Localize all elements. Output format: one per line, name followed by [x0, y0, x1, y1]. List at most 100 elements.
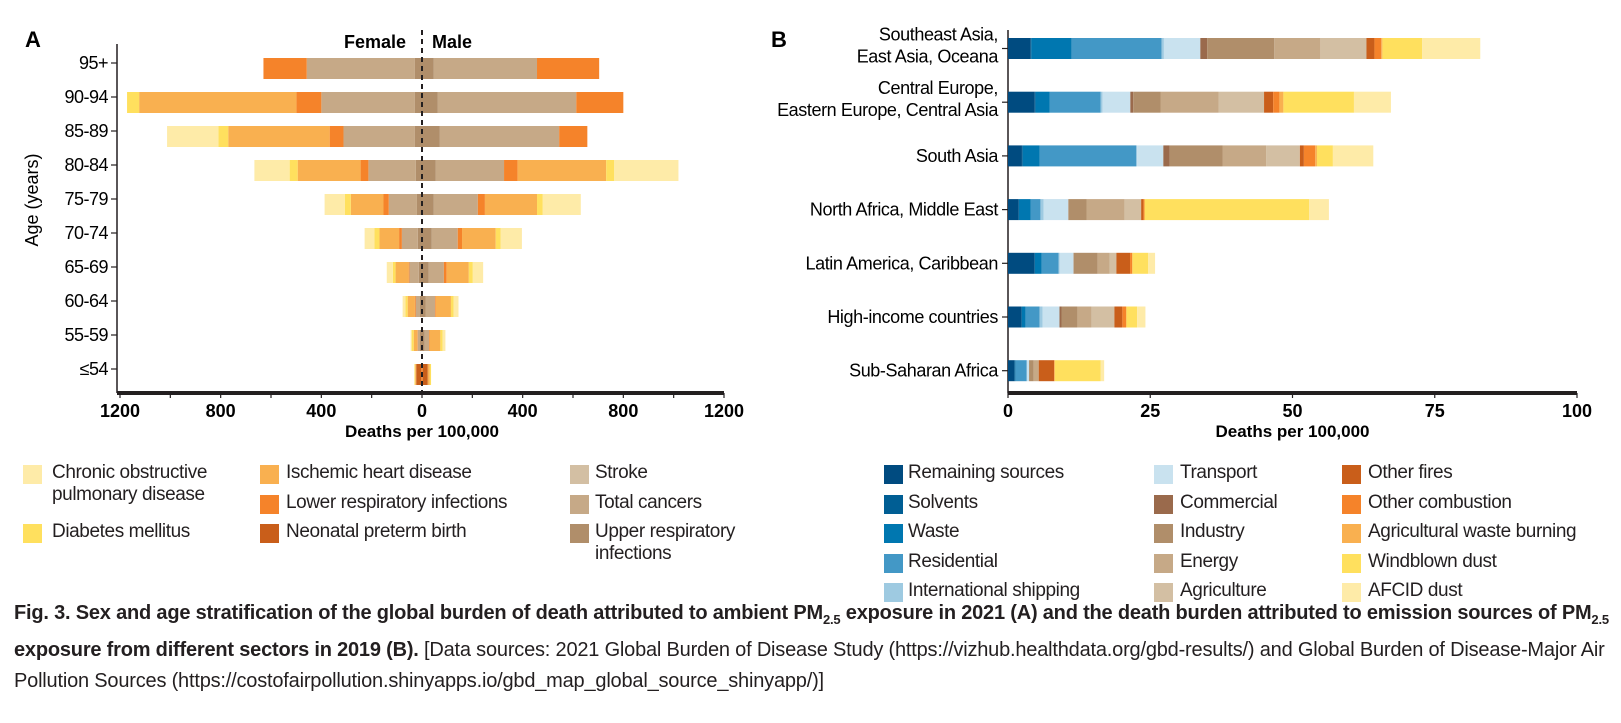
bar-segment-male: [439, 126, 560, 147]
bar-segment-agricultural-waste-burning: [1381, 38, 1383, 59]
bar-segment-female: [395, 262, 409, 283]
legend-swatch: [260, 524, 279, 543]
bar-segment-female: [329, 126, 344, 147]
legend-label: Windblown dust: [1368, 550, 1497, 572]
bar-segment-female: [410, 330, 412, 351]
bar-segment-female: [383, 194, 389, 215]
region-label: Eastern Europe, Central Asia: [777, 100, 999, 120]
bar-segment-female: [414, 58, 422, 79]
bar-segment-energy: [1077, 306, 1092, 328]
bar-segment-female: [297, 160, 361, 181]
legend-label: Solvents: [908, 491, 978, 513]
bar-segment-male: [472, 262, 484, 283]
caption-sub-1: 2.5: [822, 612, 841, 627]
legend-label: Transport: [1180, 462, 1258, 483]
legend-label: Stroke: [595, 462, 648, 483]
bar-segment-female: [379, 228, 400, 249]
y-tick-label-a: 75-79: [64, 189, 108, 209]
bar-segment-agriculture: [1266, 145, 1300, 167]
bar-segment-male: [429, 330, 441, 351]
legend-swatch: [260, 465, 279, 484]
bar-segment-male: [559, 126, 588, 147]
bar-segment-residential: [1071, 38, 1162, 59]
bar-segment-windblown-dust: [1144, 199, 1310, 221]
bar-segment-female: [263, 58, 307, 79]
bar-segment-transport: [1026, 360, 1030, 382]
bar-segment-female: [415, 364, 417, 385]
caption-bold-1: Fig. 3. Sex and age stratification of th…: [14, 602, 823, 624]
bar-segment-female: [416, 194, 422, 215]
legend-label: Other fires: [1368, 462, 1453, 483]
legend-label: Lower respiratory infections: [286, 491, 508, 513]
bar-segment-transport: [1043, 199, 1069, 221]
bar-segment-male: [435, 160, 505, 181]
legend-swatch: [884, 553, 903, 573]
bar-segment-industry: [1061, 306, 1078, 328]
legend-label: Commercial: [1180, 491, 1278, 513]
region-label: High-income countries: [827, 307, 998, 327]
bar-segment-male: [468, 262, 473, 283]
legend-label: Ischemic heart disease: [286, 462, 472, 483]
bar-segment-solvents: [1014, 360, 1016, 382]
bar-segment-windblown-dust: [1283, 91, 1354, 113]
bar-segment-international-shipping: [1100, 91, 1103, 113]
x-tick-label-a: 1200: [100, 401, 140, 421]
bar-segment-industry: [1068, 199, 1087, 221]
side-label-male: Male: [432, 32, 472, 52]
bar-segment-female: [254, 160, 290, 181]
bar-segment-remaining-sources: [1008, 306, 1022, 328]
bar-segment-male: [453, 296, 459, 317]
bar-segment-female: [419, 296, 422, 317]
bar-segment-male: [429, 330, 430, 351]
region-label: Central Europe,: [878, 78, 998, 98]
bar-segment-other-fires: [1366, 38, 1375, 59]
y-tick-label-a: ≤54: [80, 359, 109, 379]
bar-segment-male: [422, 194, 434, 215]
bar-segment-male: [428, 262, 444, 283]
bar-segment-other-combustion: [1303, 145, 1316, 167]
bar-segment-male: [504, 160, 518, 181]
legend-swatch: [1342, 524, 1361, 543]
bar-segment-male: [537, 194, 543, 215]
bar-segment-male: [477, 194, 485, 215]
bar-segment-female: [350, 194, 384, 215]
y-tick-label-a: 95+: [79, 53, 108, 73]
bar-segment-residential: [1041, 252, 1059, 274]
y-tick-label-a: 60-64: [64, 291, 108, 311]
x-tick-label-a: 1200: [704, 401, 744, 421]
bar-segment-transport: [1059, 252, 1074, 274]
x-axis-title-a: Deaths per 100,000: [345, 422, 499, 441]
y-tick-label-a: 55-59: [64, 325, 108, 345]
bar-segment-male: [425, 296, 436, 317]
bar-segment-solvents: [1021, 145, 1023, 167]
x-tick-label-a: 400: [508, 401, 538, 421]
bar-segment-female: [417, 330, 420, 351]
legend-swatch: [1154, 553, 1173, 573]
bar-segment-male: [576, 92, 624, 113]
bar-segment-female: [399, 228, 402, 249]
bar-segment-afcid-dust: [1137, 306, 1146, 328]
legend-label: Agricultural waste burning: [1368, 521, 1577, 542]
bar-segment-afcid-dust: [1309, 199, 1329, 221]
bar-segment-female: [408, 262, 410, 283]
legend-label: Remaining sources: [908, 462, 1064, 483]
caption-sub-2: 2.5: [1591, 612, 1609, 627]
bar-segment-other-combustion: [1054, 360, 1055, 382]
bar-segment-afcid-dust: [1422, 38, 1481, 59]
x-tick-label-a: 800: [608, 401, 638, 421]
bar-segment-solvents: [1030, 38, 1032, 59]
legend-swatch: [570, 524, 589, 543]
bar-segment-female: [415, 160, 422, 181]
bar-segment-windblown-dust: [1316, 145, 1333, 167]
y-tick-label-a: 65-69: [64, 257, 108, 277]
bar-segment-windblown-dust: [1126, 306, 1138, 328]
bar-segment-other-fires: [1116, 252, 1131, 274]
bar-segment-remaining-sources: [1008, 252, 1035, 274]
bar-segment-waste: [1034, 252, 1042, 274]
x-tick-label-b: 75: [1425, 401, 1445, 421]
bar-segment-international-shipping: [1136, 145, 1138, 167]
legend-swatch: [1154, 524, 1173, 543]
bar-segment-waste: [1035, 91, 1050, 113]
bar-segment-male: [440, 330, 443, 351]
legend-swatch: [1342, 553, 1361, 573]
